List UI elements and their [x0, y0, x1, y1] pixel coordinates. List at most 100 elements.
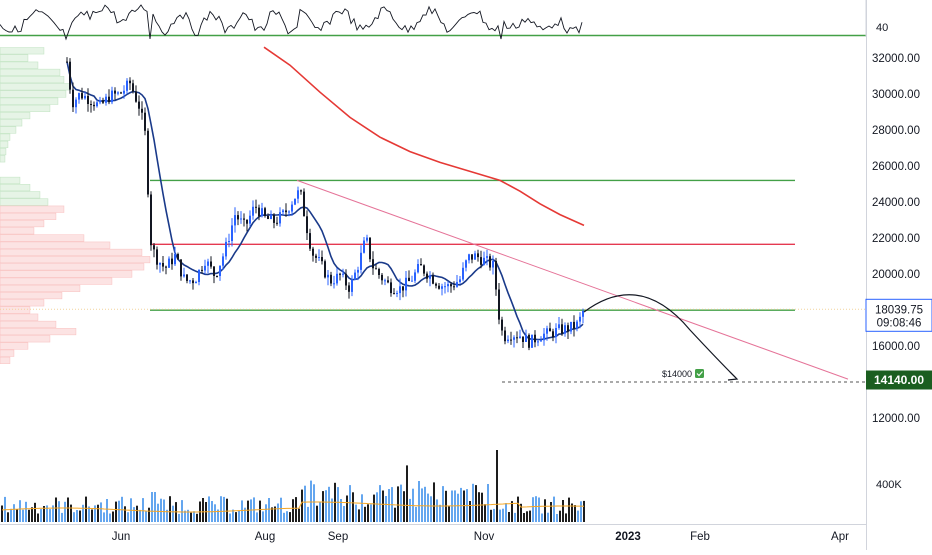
volume-bar [283, 512, 285, 522]
volume-profile-bar [0, 263, 145, 271]
candle-body [216, 276, 218, 277]
volume-profile-bar [0, 133, 11, 141]
volume-bar [343, 506, 345, 522]
volume-bar [262, 511, 264, 522]
time-tick-label: Apr [831, 531, 849, 543]
candle-body [237, 215, 239, 220]
candle-body [153, 245, 155, 250]
candle-body [486, 256, 488, 258]
candle-body [198, 269, 200, 282]
moving-average-fast-line [66, 61, 584, 341]
candle-body [447, 284, 449, 287]
volume-bar [100, 502, 102, 522]
volume-bar [238, 510, 240, 522]
candle-body [312, 248, 314, 256]
volume-bar [319, 502, 321, 522]
candle-body [138, 101, 140, 109]
volume-bar [484, 504, 486, 522]
candle-body [543, 333, 545, 341]
candle-body [321, 257, 323, 262]
candle-body [372, 259, 374, 269]
volume-profile-bar [0, 328, 77, 336]
volume-bar [229, 513, 231, 522]
volume-bar [358, 509, 360, 522]
volume-bar [148, 507, 150, 522]
volume-bar [280, 497, 282, 522]
volume-bar [526, 511, 528, 522]
price-tick-label: 12000.00 [872, 413, 920, 425]
candle-body [576, 321, 578, 329]
volume-bar [544, 499, 546, 522]
candle-body [582, 311, 584, 317]
volume-bar [163, 499, 165, 522]
volume-profile-bar [0, 342, 29, 350]
oscillator-line [0, 4, 583, 41]
candle-body [249, 215, 251, 224]
volume-tick-label: 400K [876, 479, 902, 491]
volume-bar [298, 508, 300, 522]
candle-body [108, 96, 110, 103]
candle-body [462, 267, 464, 280]
candle-body [189, 280, 191, 282]
candle-body [150, 194, 152, 246]
candle-body [327, 274, 329, 278]
volume-bar [397, 486, 399, 522]
volume-bar [157, 503, 159, 522]
volume-bar [481, 492, 483, 522]
volume-profile-bar [0, 306, 31, 314]
candle-body [135, 91, 137, 102]
volume-bar [529, 510, 531, 522]
volume-profile-bar [0, 61, 39, 69]
candle-body [567, 325, 569, 332]
candle-body [66, 61, 68, 63]
descending-trendline [296, 179, 849, 380]
volume-bar [226, 498, 228, 522]
price-tick-label: 30000.00 [872, 89, 920, 101]
volume-profile-bar [0, 47, 45, 55]
target-annotation-label: $14000 [662, 369, 692, 379]
candle-body [369, 237, 371, 260]
candle-body [453, 286, 455, 288]
volume-bar [538, 497, 540, 522]
candle-body [480, 257, 482, 265]
volume-bar [34, 502, 36, 522]
volume-bar [328, 486, 330, 522]
candle-body [90, 104, 92, 105]
candle-body [87, 95, 89, 104]
target-price-value: 14140.00 [874, 373, 924, 387]
volume-bar [556, 514, 558, 522]
volume-bar [415, 506, 417, 522]
candle-body [162, 263, 164, 267]
volume-profile-bar [0, 270, 133, 278]
volume-bar [337, 487, 339, 522]
volume-bar [37, 513, 39, 522]
candle-body [534, 334, 536, 343]
volume-profile-bar [0, 112, 31, 120]
time-tick-label: Nov [474, 531, 495, 543]
candle-body [297, 190, 299, 199]
volume-profile-bar [0, 227, 35, 235]
volume-bar [571, 503, 573, 522]
price-tick-label: 22000.00 [872, 233, 920, 245]
candle-body [174, 254, 176, 265]
volume-profile-bar [0, 205, 65, 213]
candle-body [180, 259, 182, 277]
volume-bar [277, 503, 279, 522]
candle-body [489, 256, 491, 268]
candle-body [579, 316, 581, 322]
volume-profile-bar [0, 119, 23, 127]
volume-bar [73, 512, 75, 522]
candle-body [333, 283, 335, 285]
candle-body [435, 283, 437, 286]
volume-bar [223, 496, 225, 522]
volume-profile-bar [0, 320, 57, 328]
candle-body [195, 282, 197, 284]
candle-body [546, 328, 548, 334]
candle-body [492, 261, 494, 268]
candle-body [441, 286, 443, 289]
candle-body [423, 265, 425, 274]
candle-body [504, 330, 506, 342]
candle-body [381, 274, 383, 281]
